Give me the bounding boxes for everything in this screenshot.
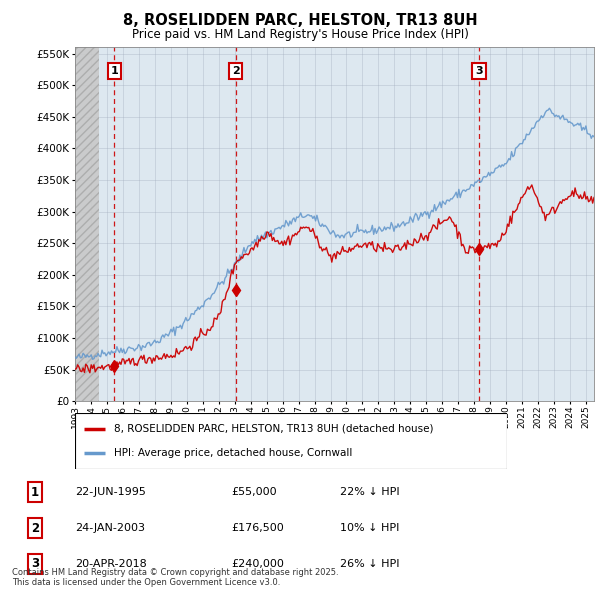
- FancyBboxPatch shape: [75, 413, 507, 469]
- Text: £176,500: £176,500: [231, 523, 284, 533]
- Text: Contains HM Land Registry data © Crown copyright and database right 2025.
This d: Contains HM Land Registry data © Crown c…: [12, 568, 338, 587]
- Text: 1: 1: [31, 486, 39, 499]
- Text: 3: 3: [31, 558, 39, 571]
- Text: Price paid vs. HM Land Registry's House Price Index (HPI): Price paid vs. HM Land Registry's House …: [131, 28, 469, 41]
- Text: 8, ROSELIDDEN PARC, HELSTON, TR13 8UH (detached house): 8, ROSELIDDEN PARC, HELSTON, TR13 8UH (d…: [114, 424, 433, 434]
- Text: 10% ↓ HPI: 10% ↓ HPI: [340, 523, 400, 533]
- Text: 22-JUN-1995: 22-JUN-1995: [76, 487, 146, 497]
- Text: 22% ↓ HPI: 22% ↓ HPI: [340, 487, 400, 497]
- Text: HPI: Average price, detached house, Cornwall: HPI: Average price, detached house, Corn…: [114, 448, 352, 458]
- Text: £240,000: £240,000: [231, 559, 284, 569]
- Text: 2: 2: [232, 66, 239, 76]
- Text: 26% ↓ HPI: 26% ↓ HPI: [340, 559, 400, 569]
- Text: 8, ROSELIDDEN PARC, HELSTON, TR13 8UH: 8, ROSELIDDEN PARC, HELSTON, TR13 8UH: [122, 13, 478, 28]
- Text: 24-JAN-2003: 24-JAN-2003: [76, 523, 145, 533]
- Text: 20-APR-2018: 20-APR-2018: [76, 559, 147, 569]
- Text: 3: 3: [475, 66, 483, 76]
- Text: £55,000: £55,000: [231, 487, 277, 497]
- Text: 2: 2: [31, 522, 39, 535]
- Text: 1: 1: [110, 66, 118, 76]
